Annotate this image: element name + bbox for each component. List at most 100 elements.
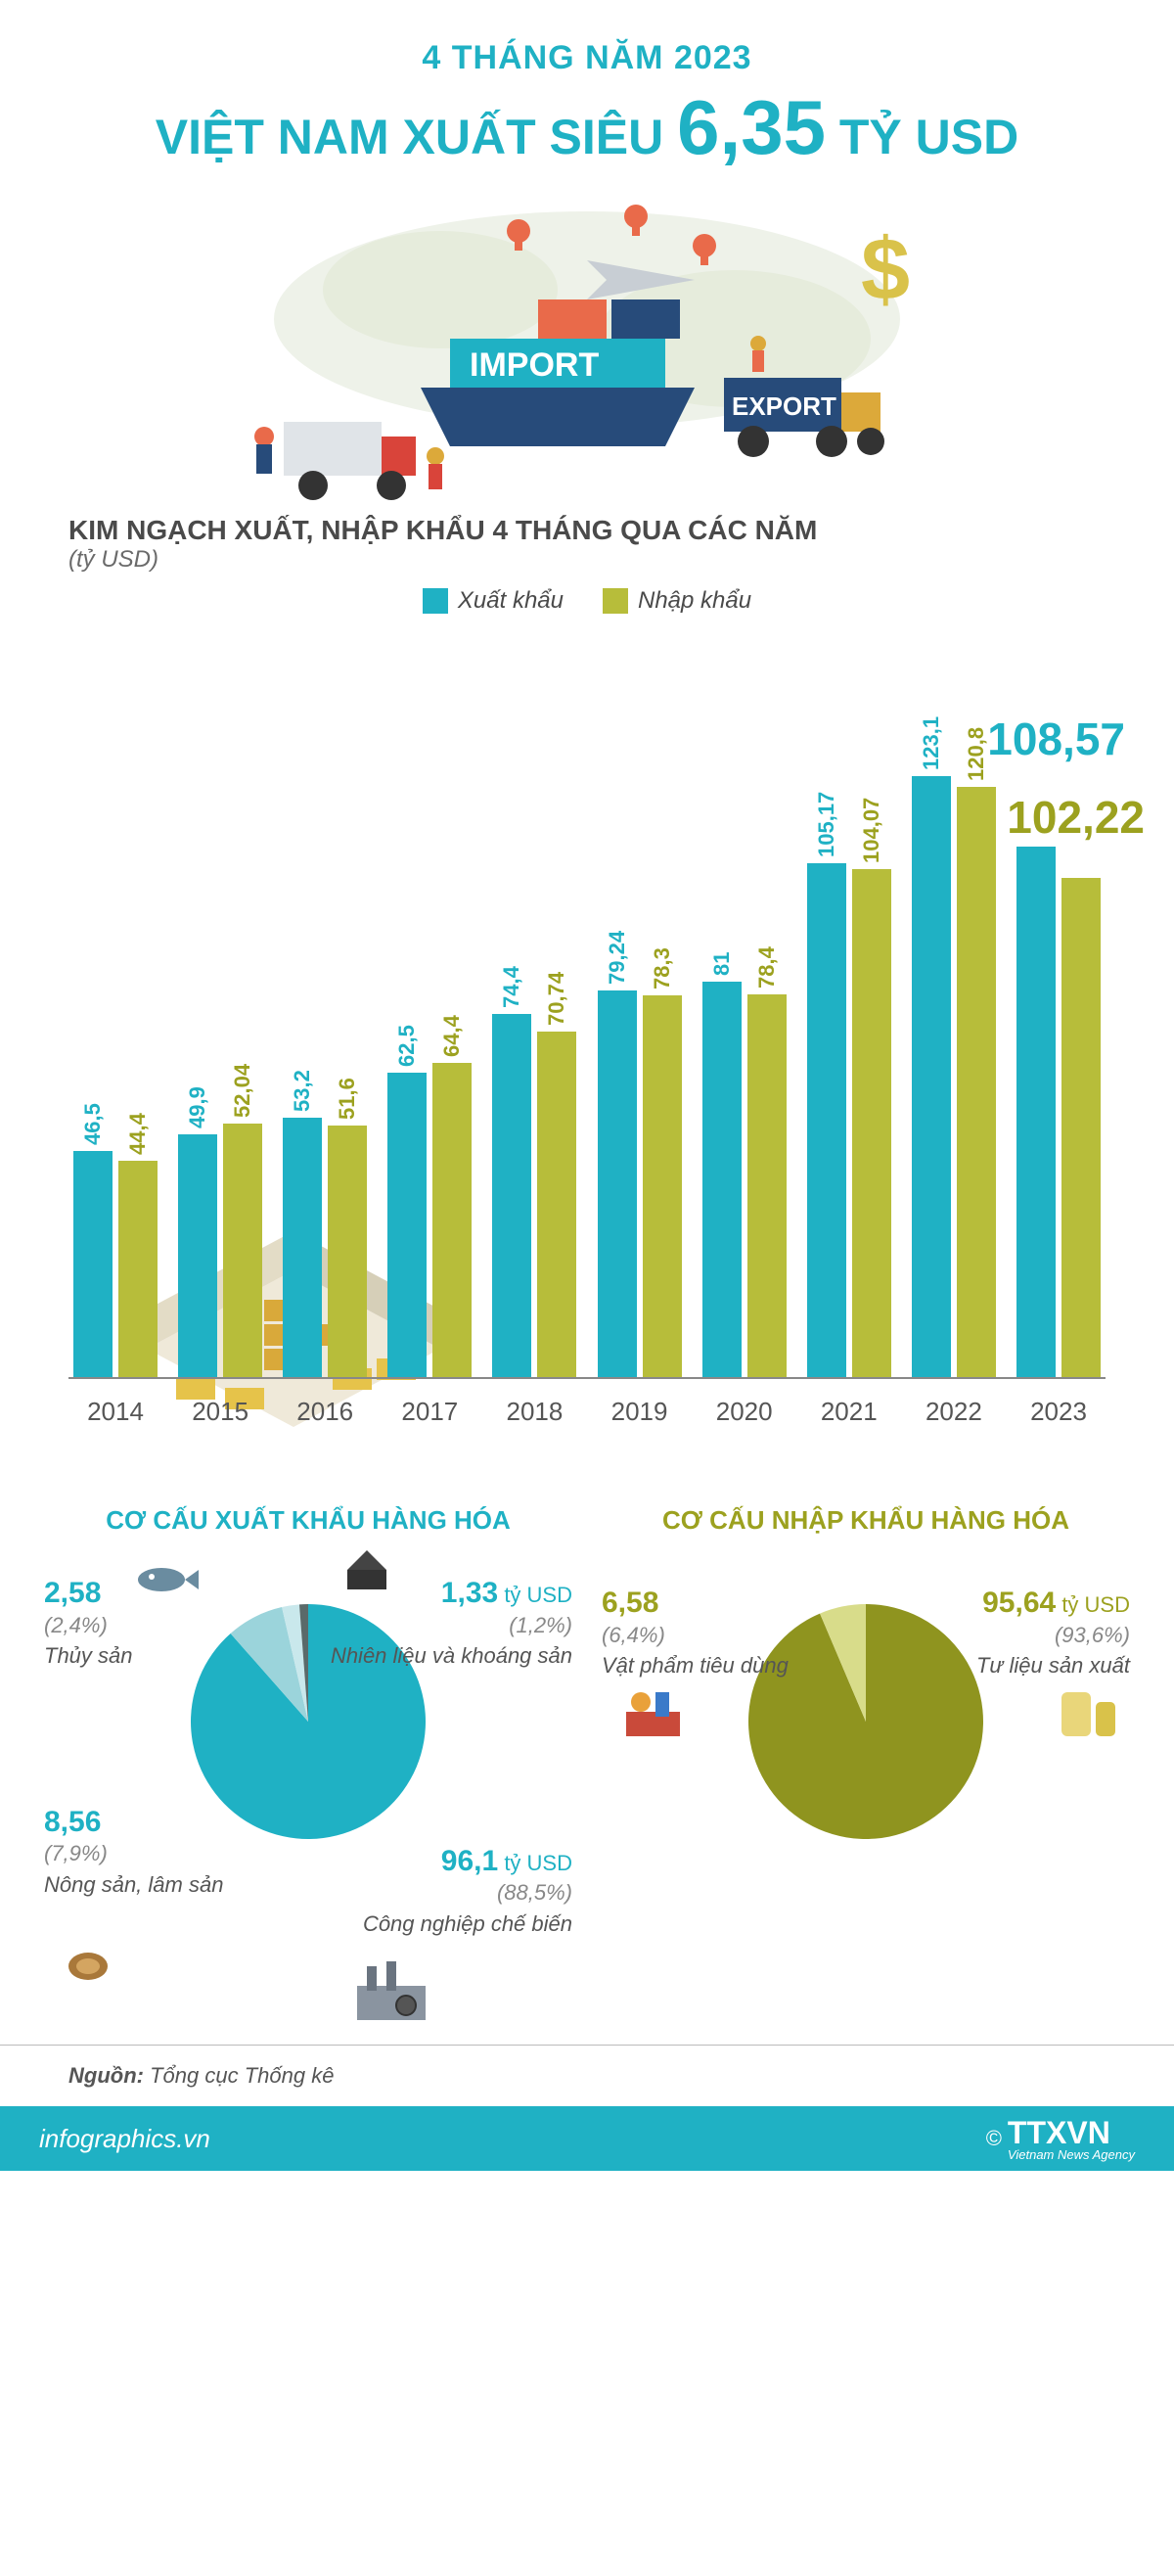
export-bar: 62,5 (387, 1073, 427, 1379)
source-line: Nguồn: Tổng cục Thống kê (0, 2045, 1174, 2106)
svg-text:$: $ (861, 221, 910, 319)
highlight-import-2023: 102,22 (1007, 791, 1145, 844)
export-bar: 49,9 (178, 1134, 217, 1379)
export-structure-block: CƠ CẤU XUẤT KHẨU HÀNG HÓA 96,1 tỷ USD(88… (44, 1505, 572, 1976)
import-bar: 44,4 (118, 1161, 158, 1378)
import-bar-label: 64,4 (439, 1015, 465, 1063)
pie-slice-label: 8,56 (7,9%)Nông sản, lâm sản (44, 1804, 223, 1899)
footer-site: infographics.vn (39, 2124, 210, 2154)
year-group (1012, 847, 1106, 1378)
export-bar-label: 46,5 (80, 1103, 106, 1151)
year-group: 105,17104,07 (802, 863, 896, 1378)
export-bar-label: 123,1 (919, 715, 944, 775)
footer-bar: infographics.vn © TTXVN Vietnam News Age… (0, 2106, 1174, 2171)
bar-chart-unit: (tỷ USD) (0, 546, 1174, 574)
import-structure-block: CƠ CẤU NHẬP KHẨU HÀNG HÓA 95,64 tỷ USD(9… (602, 1505, 1130, 1976)
export-bar-label: 62,5 (394, 1025, 420, 1073)
year-group: 79,2478,3 (593, 990, 687, 1378)
import-bar: 51,6 (328, 1126, 367, 1378)
year-group: 49,952,04 (173, 1124, 267, 1378)
import-bar: 120,8 (957, 787, 996, 1378)
import-bar-label: 104,07 (859, 797, 884, 868)
year-label: 2020 (698, 1397, 791, 1427)
pie-slice-label: 95,64 tỷ USD(93,6%)Tư liệu sản xuất (976, 1585, 1130, 1679)
agency-logo: © TTXVN Vietnam News Agency (986, 2117, 1135, 2161)
import-bar: 64,4 (432, 1063, 472, 1378)
export-bar-label: 49,9 (185, 1086, 210, 1134)
import-bar-label: 52,04 (230, 1064, 255, 1124)
import-bar-label: 70,74 (544, 972, 569, 1032)
year-label: 2018 (487, 1397, 581, 1427)
year-group: 123,1120,8 (907, 776, 1001, 1379)
bar-chart: 46,544,449,952,0453,251,662,564,474,470,… (68, 664, 1106, 1427)
year-label: 2015 (173, 1397, 267, 1427)
import-bar-label: 120,8 (964, 727, 989, 787)
year-label: 2014 (68, 1397, 162, 1427)
title-suffix: TỶ USD (839, 110, 1018, 164)
export-bar: 79,24 (598, 990, 637, 1378)
export-bar-label: 81 (709, 952, 735, 982)
year-group: 53,251,6 (278, 1118, 372, 1378)
export-bar: 46,5 (73, 1151, 113, 1379)
production-materials-icon (1052, 1682, 1120, 1741)
period-subtitle: 4 THÁNG NĂM 2023 (20, 39, 1154, 77)
year-label: 2019 (593, 1397, 687, 1427)
import-bar: 104,07 (852, 869, 891, 1378)
export-pie-title: CƠ CẤU XUẤT KHẨU HÀNG HÓA (44, 1505, 572, 1536)
import-bar: 78,3 (643, 995, 682, 1379)
source-label: Nguồn: (68, 2063, 144, 2088)
export-bar: 53,2 (283, 1118, 322, 1378)
svg-text:EXPORT: EXPORT (732, 391, 836, 421)
legend-import: Nhập khẩu (603, 587, 751, 615)
mining-icon (338, 1545, 406, 1604)
fish-icon (132, 1555, 201, 1614)
agency-subtitle: Vietnam News Agency (1008, 2148, 1135, 2161)
pie-slice-label: 2,58 (2,4%)Thủy sản (44, 1575, 133, 1670)
source-value: Tổng cục Thống kê (150, 2063, 334, 2088)
import-bar-label: 78,3 (650, 947, 675, 995)
export-bar (1016, 847, 1056, 1378)
main-title: VIỆT NAM XUẤT SIÊU 6,35 TỶ USD (20, 83, 1154, 172)
svg-text:IMPORT: IMPORT (470, 346, 599, 384)
copyright-symbol: © (986, 2126, 1002, 2151)
consumer-goods-icon (621, 1682, 690, 1741)
bar-chart-legend: Xuất khẩu Nhập khẩu (0, 587, 1174, 615)
import-pie-title: CƠ CẤU NHẬP KHẨU HÀNG HÓA (602, 1505, 1130, 1536)
agency-name: TTXVN (1008, 2117, 1135, 2148)
import-bar: 52,04 (223, 1124, 262, 1378)
export-bar: 81 (702, 982, 742, 1378)
import-bar (1061, 878, 1101, 1378)
year-label: 2022 (907, 1397, 1001, 1427)
title-prefix: VIỆT NAM XUẤT SIÊU (156, 110, 663, 164)
legend-import-swatch (603, 588, 628, 614)
import-bar: 78,4 (747, 994, 787, 1378)
export-bar-label: 74,4 (499, 966, 524, 1014)
year-label: 2016 (278, 1397, 372, 1427)
year-label: 2023 (1012, 1397, 1106, 1427)
trade-illustration: $ IMPORT EXPORT (245, 192, 929, 515)
export-bar-label: 105,17 (814, 792, 839, 863)
export-bar-label: 79,24 (605, 931, 630, 990)
year-group: 74,470,74 (487, 1014, 581, 1378)
year-group: 62,564,4 (383, 1063, 476, 1378)
import-bar-label: 78,4 (754, 946, 780, 994)
bar-chart-title: KIM NGẠCH XUẤT, NHẬP KHẨU 4 THÁNG QUA CÁ… (0, 515, 1174, 546)
factory-icon (347, 1956, 416, 2015)
year-group: 46,544,4 (68, 1151, 162, 1379)
wood-icon (64, 1937, 132, 1996)
title-value: 6,35 (677, 84, 826, 170)
import-bar-label: 51,6 (335, 1078, 360, 1126)
export-bar: 123,1 (912, 776, 951, 1379)
legend-export: Xuất khẩu (423, 587, 564, 615)
legend-export-label: Xuất khẩu (458, 587, 564, 615)
import-bar: 70,74 (537, 1032, 576, 1378)
legend-import-label: Nhập khẩu (638, 587, 751, 615)
year-group: 8178,4 (698, 982, 791, 1378)
legend-export-swatch (423, 588, 448, 614)
highlight-export-2023: 108,57 (987, 713, 1125, 765)
import-bar-label: 44,4 (125, 1113, 151, 1161)
export-bar: 105,17 (807, 863, 846, 1378)
pie-slice-label: 96,1 tỷ USD(88,5%)Công nghiệp chế biến (363, 1843, 572, 1938)
pie-slice-label: 6,58 (6,4%)Vật phẩm tiêu dùng (602, 1585, 789, 1679)
header: 4 THÁNG NĂM 2023 VIỆT NAM XUẤT SIÊU 6,35… (0, 0, 1174, 182)
